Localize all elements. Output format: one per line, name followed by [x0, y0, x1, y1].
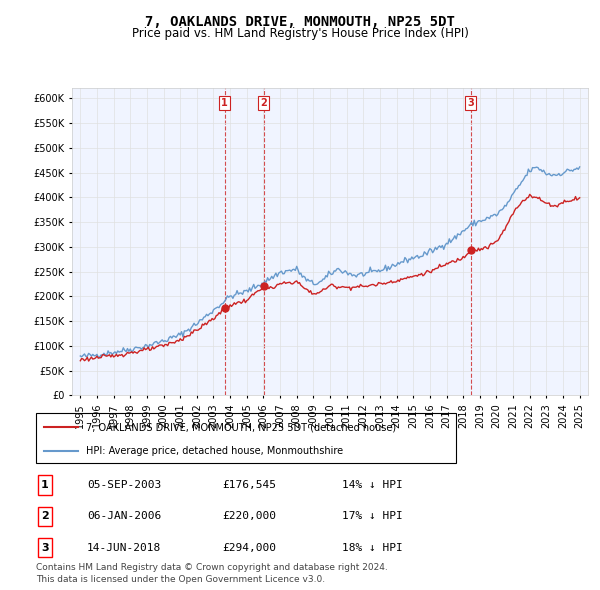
- Text: £220,000: £220,000: [222, 512, 276, 521]
- Text: This data is licensed under the Open Government Licence v3.0.: This data is licensed under the Open Gov…: [36, 575, 325, 584]
- Text: £176,545: £176,545: [222, 480, 276, 490]
- Text: 14-JUN-2018: 14-JUN-2018: [87, 543, 161, 552]
- Text: 17% ↓ HPI: 17% ↓ HPI: [342, 512, 403, 521]
- Text: 3: 3: [41, 543, 49, 552]
- Text: Price paid vs. HM Land Registry's House Price Index (HPI): Price paid vs. HM Land Registry's House …: [131, 27, 469, 40]
- Text: 06-JAN-2006: 06-JAN-2006: [87, 512, 161, 521]
- Text: 1: 1: [41, 480, 49, 490]
- Text: 7, OAKLANDS DRIVE, MONMOUTH, NP25 5DT: 7, OAKLANDS DRIVE, MONMOUTH, NP25 5DT: [145, 15, 455, 29]
- Text: 05-SEP-2003: 05-SEP-2003: [87, 480, 161, 490]
- Text: 2: 2: [260, 98, 267, 108]
- Text: 14% ↓ HPI: 14% ↓ HPI: [342, 480, 403, 490]
- Text: 1: 1: [221, 98, 228, 108]
- Text: £294,000: £294,000: [222, 543, 276, 552]
- Text: 3: 3: [467, 98, 474, 108]
- Text: 2: 2: [41, 512, 49, 521]
- Text: HPI: Average price, detached house, Monmouthshire: HPI: Average price, detached house, Monm…: [86, 445, 344, 455]
- Text: 18% ↓ HPI: 18% ↓ HPI: [342, 543, 403, 552]
- Text: Contains HM Land Registry data © Crown copyright and database right 2024.: Contains HM Land Registry data © Crown c…: [36, 563, 388, 572]
- Text: 7, OAKLANDS DRIVE, MONMOUTH, NP25 5DT (detached house): 7, OAKLANDS DRIVE, MONMOUTH, NP25 5DT (d…: [86, 422, 397, 432]
